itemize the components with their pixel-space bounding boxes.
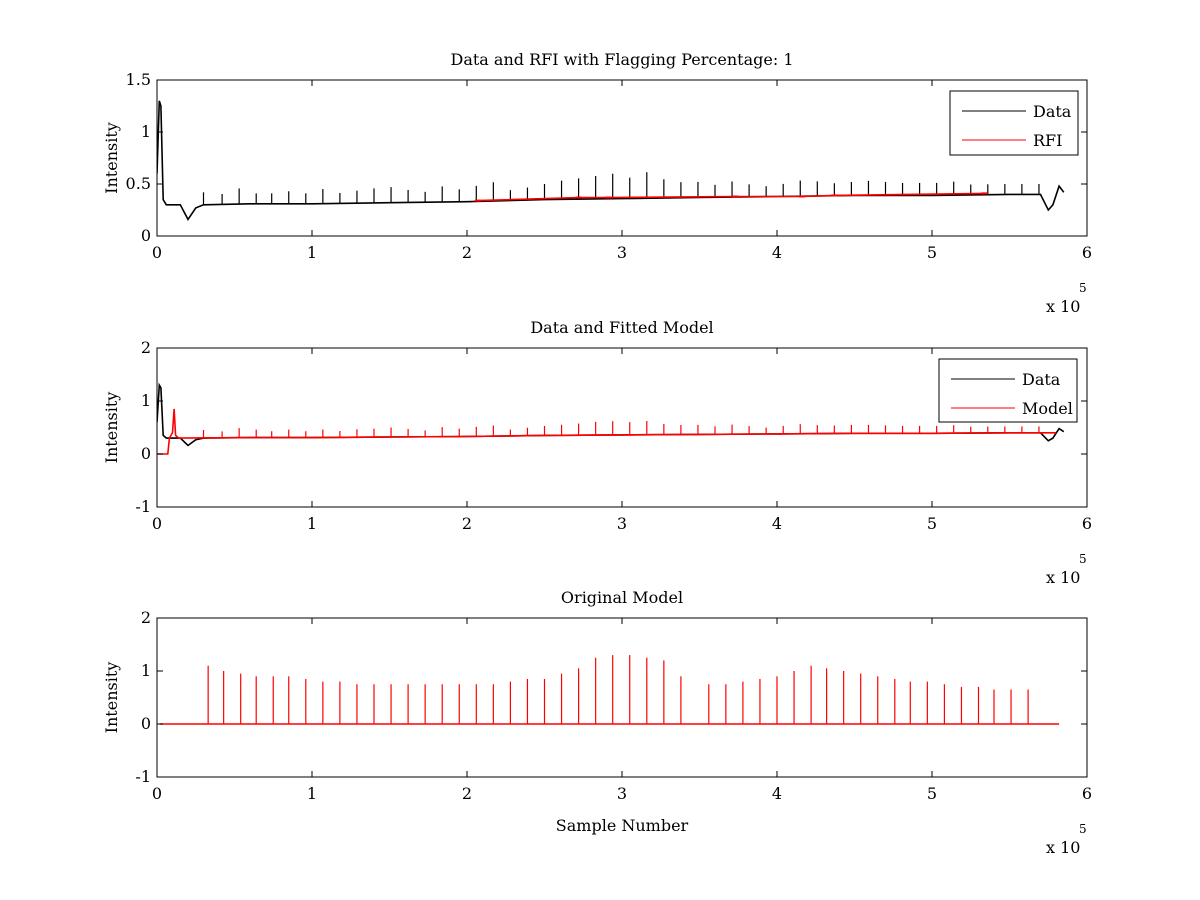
y-tick-label: -1 — [135, 497, 151, 516]
chart-panel-1: 0 1 2 3 4 5 6 0 0.5 1 1.5 Data and RFI with Flaggin… — [102, 50, 1092, 316]
x-tick-label: 4 — [772, 784, 782, 803]
x-tick-label: 0 — [152, 514, 162, 533]
axes-box — [156, 617, 1088, 778]
y-tick-label: 1.5 — [126, 70, 151, 89]
x-tick-label: 3 — [617, 243, 627, 262]
chart-title: Data and Fitted Model — [530, 318, 713, 337]
y-tick-label: 2 — [141, 338, 151, 357]
x-tick-label: 1 — [307, 784, 317, 803]
series-2 — [157, 408, 1056, 455]
x-tick-label: 6 — [1082, 243, 1092, 262]
x-exponent-label: x 10 — [1046, 568, 1080, 587]
series-2 — [474, 192, 988, 202]
x-tick-label: 2 — [462, 514, 472, 533]
plot-area — [160, 655, 1060, 725]
x-tick-label: 2 — [462, 243, 472, 262]
x-tick-label: 2 — [462, 784, 472, 803]
y-tick-label: 2 — [141, 608, 151, 627]
x-tick-label: 5 — [927, 514, 937, 533]
series-1 — [157, 100, 1065, 221]
plot-area — [157, 382, 1065, 455]
legend: Data Model — [938, 358, 1078, 423]
chart-title: Original Model — [561, 588, 683, 607]
y-tick-label: 0 — [141, 226, 151, 245]
legend-label: Data — [1033, 102, 1072, 121]
x-tick-label: 6 — [1082, 784, 1092, 803]
x-tick-label: 4 — [772, 514, 782, 533]
x-tick-label: 0 — [152, 784, 162, 803]
x-tick-label: 6 — [1082, 514, 1092, 533]
legend-box — [938, 358, 1078, 423]
y-tick-label: -1 — [135, 767, 151, 786]
y-tick-label: 1 — [141, 661, 151, 680]
x-tick-label: 4 — [772, 243, 782, 262]
x-axis-label: Sample Number — [556, 816, 689, 835]
x-tick-label: 1 — [307, 243, 317, 262]
series-line — [157, 408, 1056, 455]
x-tick-label: 3 — [617, 784, 627, 803]
legend-label: Data — [1022, 370, 1061, 389]
x-exponent-power: 5 — [1079, 822, 1087, 836]
axes-box — [156, 79, 1088, 237]
x-tick-label: 0 — [152, 243, 162, 262]
x-tick-label: 1 — [307, 514, 317, 533]
x-tick-label: 5 — [927, 243, 937, 262]
y-tick-label: 0.5 — [126, 174, 151, 193]
x-tick-label: 5 — [927, 784, 937, 803]
y-tick-label: 0 — [141, 444, 151, 463]
legend-label: RFI — [1033, 131, 1062, 150]
x-exponent-power: 5 — [1079, 552, 1087, 566]
legend-box — [949, 90, 1079, 156]
x-exponent-label: x 10 — [1046, 838, 1080, 857]
y-tick-label: 1 — [141, 122, 151, 141]
plot-area — [157, 100, 1065, 221]
y-tick-label: 0 — [141, 714, 151, 733]
legend: Data RFI — [949, 90, 1079, 156]
y-axis-label: Intensity — [102, 662, 121, 734]
series-1 — [160, 655, 1060, 725]
y-tick-label: 1 — [141, 391, 151, 410]
y-axis-label: Intensity — [102, 122, 121, 194]
axes-box — [156, 347, 1088, 508]
series-line — [157, 100, 1065, 221]
x-exponent-label: x 10 — [1046, 297, 1080, 316]
y-axis-label: Intensity — [102, 392, 121, 464]
x-tick-label: 3 — [617, 514, 627, 533]
x-exponent-power: 5 — [1079, 281, 1087, 295]
legend-label: Model — [1022, 399, 1073, 418]
chart-title: Data and RFI with Flagging Percentage: 1 — [450, 50, 793, 69]
